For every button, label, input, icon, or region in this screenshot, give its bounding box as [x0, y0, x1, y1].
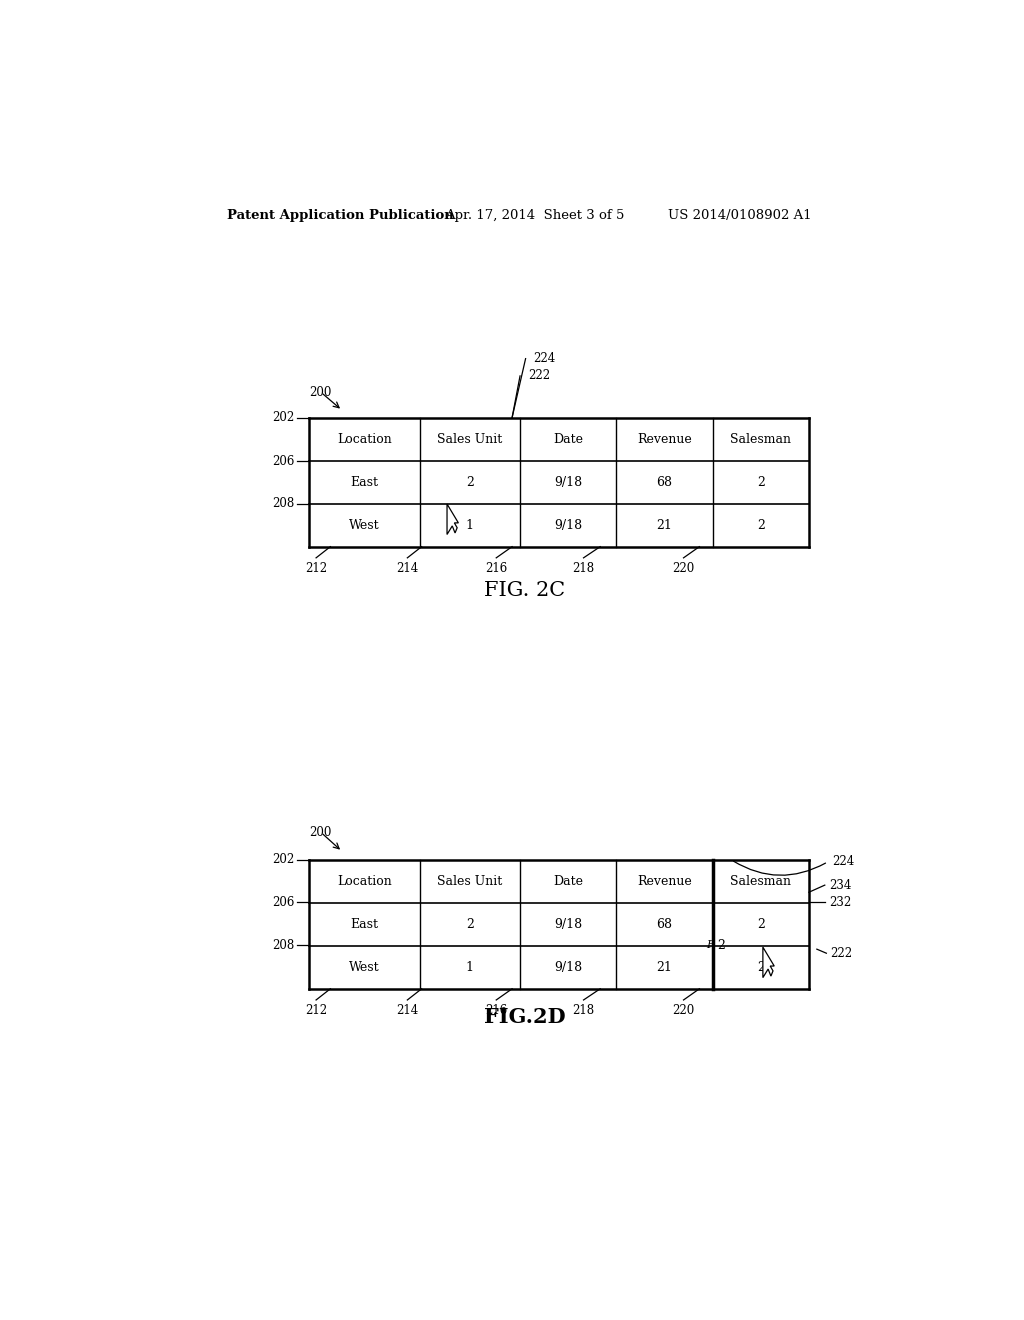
Text: West: West	[349, 519, 380, 532]
Text: 206: 206	[272, 896, 295, 909]
Text: Revenue: Revenue	[637, 875, 692, 888]
Text: 208: 208	[272, 939, 295, 952]
Text: 2: 2	[757, 475, 765, 488]
Text: 200: 200	[309, 826, 332, 838]
Text: 222: 222	[528, 370, 550, 383]
Text: Salesman: Salesman	[730, 875, 792, 888]
Text: 2: 2	[757, 519, 765, 532]
Text: 220: 220	[673, 562, 694, 576]
Text: 218: 218	[572, 562, 595, 576]
Text: 224: 224	[534, 352, 556, 366]
Polygon shape	[447, 504, 459, 535]
Text: Revenue: Revenue	[637, 433, 692, 446]
Text: 232: 232	[828, 896, 851, 909]
Text: 21: 21	[656, 519, 673, 532]
Text: 9/18: 9/18	[554, 519, 583, 532]
Text: 200: 200	[309, 385, 332, 399]
Text: 234: 234	[828, 879, 851, 891]
Text: 214: 214	[396, 1005, 419, 1016]
Text: 220: 220	[673, 1005, 694, 1016]
Text: 2: 2	[466, 917, 474, 931]
Text: 9/18: 9/18	[554, 917, 583, 931]
Text: 212: 212	[305, 562, 327, 576]
Text: East: East	[350, 475, 378, 488]
Text: 2: 2	[757, 917, 765, 931]
Text: Sales Unit: Sales Unit	[437, 875, 503, 888]
Text: 2: 2	[718, 939, 726, 952]
Text: 224: 224	[831, 855, 854, 869]
Text: 216: 216	[485, 1005, 507, 1016]
Text: 9/18: 9/18	[554, 475, 583, 488]
Text: 222: 222	[830, 946, 852, 960]
Bar	[309, 859, 809, 989]
Text: 9/18: 9/18	[554, 961, 583, 974]
Text: 202: 202	[272, 853, 295, 866]
Text: 216: 216	[485, 562, 507, 576]
Text: Date: Date	[553, 433, 584, 446]
Polygon shape	[763, 948, 774, 978]
Text: Sales Unit: Sales Unit	[437, 433, 503, 446]
Text: 68: 68	[656, 475, 673, 488]
Text: 212: 212	[305, 1005, 327, 1016]
Text: 202: 202	[272, 411, 295, 424]
Text: 206: 206	[272, 455, 295, 467]
Text: 2: 2	[466, 475, 474, 488]
Text: FIG. 2C: FIG. 2C	[484, 581, 565, 599]
Text: US 2014/0108902 A1: US 2014/0108902 A1	[668, 209, 811, 222]
Text: West: West	[349, 961, 380, 974]
Text: 1: 1	[466, 519, 474, 532]
Text: 2: 2	[757, 961, 765, 974]
Text: Patent Application Publication: Patent Application Publication	[227, 209, 454, 222]
Text: 21: 21	[656, 961, 673, 974]
Text: Location: Location	[337, 875, 391, 888]
Text: East: East	[350, 917, 378, 931]
Text: 218: 218	[572, 1005, 595, 1016]
Text: 214: 214	[396, 562, 419, 576]
Text: Salesman: Salesman	[730, 433, 792, 446]
Text: 1: 1	[466, 961, 474, 974]
Text: 208: 208	[272, 498, 295, 511]
Text: Apr. 17, 2014  Sheet 3 of 5: Apr. 17, 2014 Sheet 3 of 5	[445, 209, 625, 222]
Text: F: F	[706, 940, 714, 950]
Text: 68: 68	[656, 917, 673, 931]
Text: FIG.2D: FIG.2D	[484, 1007, 565, 1027]
Bar	[309, 417, 809, 546]
Text: Date: Date	[553, 875, 584, 888]
Text: Location: Location	[337, 433, 391, 446]
